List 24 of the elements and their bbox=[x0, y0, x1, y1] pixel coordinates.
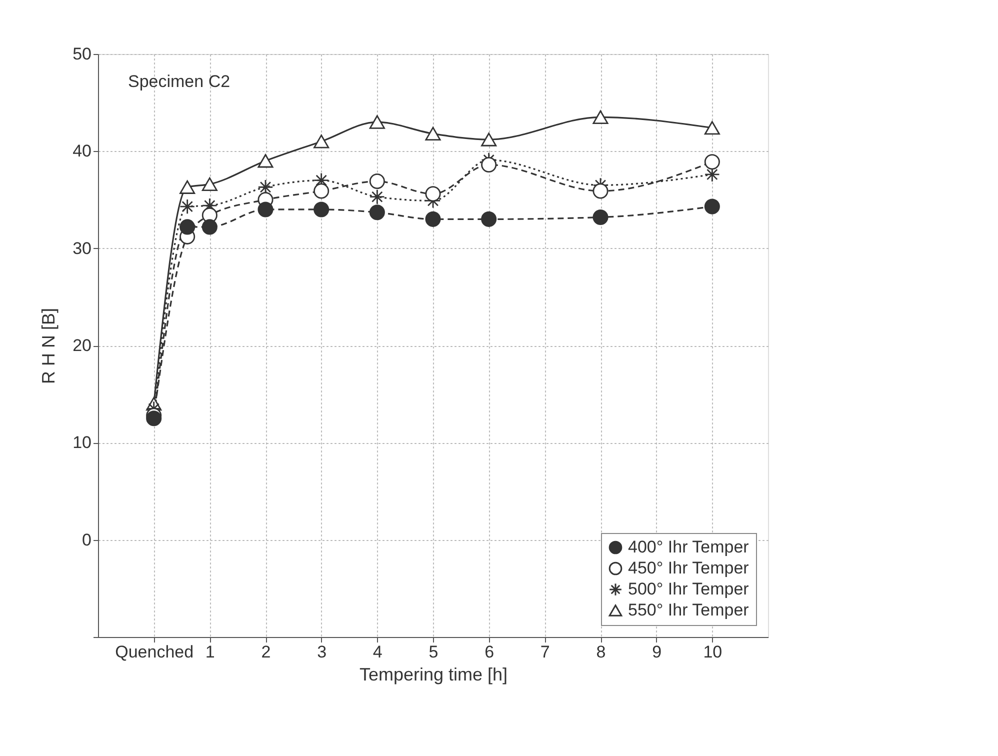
x-tick-label: 7 bbox=[540, 642, 550, 662]
y-tick-label: 30 bbox=[72, 238, 92, 258]
y-tick-label: 40 bbox=[72, 142, 92, 161]
y-tick-label: 10 bbox=[72, 433, 92, 452]
y-tick-label: 20 bbox=[72, 336, 92, 355]
y-tick-label: 50 bbox=[72, 44, 92, 64]
y-tick-label: 0 bbox=[82, 530, 92, 550]
x-tick-label: 2 bbox=[261, 642, 271, 662]
x-tick-label: Quenched bbox=[115, 642, 194, 662]
x-tick-label: 3 bbox=[317, 642, 327, 662]
annotation: Specimen C2 bbox=[128, 72, 230, 91]
legend-label: 450° Ihr Temper bbox=[628, 558, 750, 578]
x-tick-label: 5 bbox=[428, 642, 438, 662]
x-tick-label: 10 bbox=[703, 642, 722, 662]
x-tick-label: 9 bbox=[652, 642, 662, 662]
legend-label: 500° Ihr Temper bbox=[628, 580, 750, 598]
legend-label: 550° Ihr Temper bbox=[628, 600, 750, 620]
y-axis-title: R H N [B] bbox=[38, 308, 59, 384]
x-axis-title: Tempering time [h] bbox=[359, 664, 508, 684]
legend-label: 400° Ihr Temper bbox=[628, 538, 750, 556]
x-tick-label: 4 bbox=[372, 642, 382, 662]
x-tick-label: 6 bbox=[484, 642, 494, 662]
x-tick-label: 1 bbox=[205, 642, 215, 662]
x-tick-label: 8 bbox=[596, 642, 606, 662]
